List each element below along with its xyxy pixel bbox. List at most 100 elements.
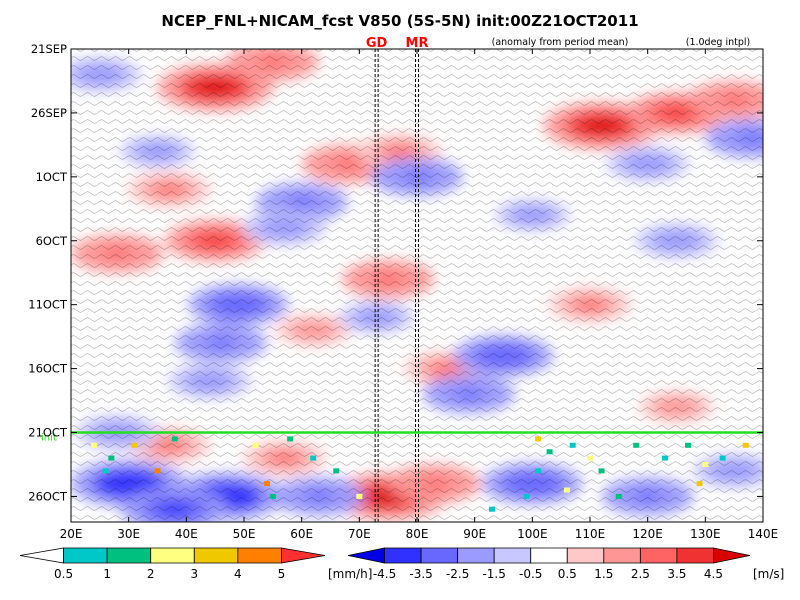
- rain-point: [356, 493, 363, 499]
- rain-point: [287, 436, 294, 442]
- wind-colorbar-label: -1.5: [482, 567, 505, 581]
- rain-point: [154, 468, 161, 474]
- y-tick-label: 21OCT: [28, 426, 68, 440]
- x-tick-label: 130E: [690, 527, 721, 541]
- wind-colorbar-label: 0.5: [558, 567, 577, 581]
- rain-point: [523, 493, 530, 499]
- x-tick-label: 110E: [575, 527, 606, 541]
- plot-area: [71, 49, 763, 522]
- y-tick-label: 26SEP: [31, 106, 67, 120]
- rain-point: [171, 436, 178, 442]
- rain-point: [569, 442, 576, 448]
- rain-point: [535, 436, 542, 442]
- contour-texture: [71, 49, 763, 522]
- rain-colorbar-label: 1: [103, 567, 111, 581]
- wind-colorbar-segment: [639, 547, 678, 564]
- wind-colorbar-segment: [530, 547, 568, 564]
- rain-colorbar-segment: [19, 547, 64, 564]
- y-tick-label: 21SEP: [31, 42, 67, 56]
- reference-lines: GD MR: [366, 36, 429, 522]
- chart-title: NCEP_FNL+NICAM_fcst V850 (5S-5N) init:00…: [161, 12, 638, 30]
- y-tick-label: 1OCT: [36, 170, 68, 184]
- wind-colorbar-label: -4.5: [373, 567, 396, 581]
- x-tick-label: 30E: [117, 527, 140, 541]
- rain-colorbar-segment: [237, 547, 282, 564]
- wind-colorbar-segment: [603, 547, 641, 564]
- rain-point: [488, 506, 495, 512]
- reference-line-label: GD: [366, 36, 388, 51]
- wind-colorbar-segment: [457, 547, 495, 564]
- rain-point: [91, 442, 98, 448]
- x-tick-label: 40E: [175, 527, 198, 541]
- wind-colorbar-segment: [713, 547, 751, 564]
- rain-point: [546, 449, 553, 455]
- rain-colorbar-label: 2: [147, 567, 155, 581]
- x-tick-label: 80E: [406, 527, 429, 541]
- rain-point: [535, 468, 542, 474]
- rain-colorbar-label: 0.5: [54, 567, 73, 581]
- x-tick-label: 120E: [632, 527, 663, 541]
- rain-point: [742, 442, 749, 448]
- rain-point: [587, 455, 593, 461]
- chart-subtitle-left: (anomaly from period mean): [492, 37, 629, 48]
- wind-colorbar-label: 4.5: [704, 567, 723, 581]
- rain-point: [661, 455, 668, 461]
- rain-point: [696, 481, 703, 487]
- init-label: init: [41, 433, 57, 444]
- rain-point: [310, 455, 317, 461]
- rain-point: [633, 442, 640, 448]
- rain-point: [702, 461, 709, 467]
- y-tick-label: 6OCT: [36, 234, 68, 248]
- rain-point: [615, 493, 622, 499]
- x-tick-label: 100E: [517, 527, 548, 541]
- rain-point: [131, 442, 138, 448]
- rain-point: [563, 487, 570, 493]
- rain-point: [333, 468, 340, 474]
- rain-colorbar-segment: [193, 547, 239, 564]
- wind-colorbar-segment: [420, 547, 459, 564]
- wind-colorbar: -4.5 -3.5 -2.5 -1.5 -0.5 0.5 1.5 2.5 3.5 4.5 [m/s]: [347, 547, 784, 581]
- chart-subtitle-right: (1.0deg intpl): [686, 37, 751, 48]
- x-axis: 20E 30E 40E 50E 60E 70E 80E 90E 100E 110E 120E 130E…: [60, 49, 779, 541]
- rain-colorbar: 0.5 1 2 3 4 5 [mm/h]: [19, 547, 372, 581]
- rain-point: [102, 468, 109, 474]
- wind-colorbar-label: -3.5: [409, 567, 432, 581]
- x-tick-label: 20E: [60, 527, 83, 541]
- wind-colorbar-segment: [384, 547, 422, 564]
- rain-colorbar-segment: [106, 547, 152, 564]
- rain-point: [685, 442, 692, 448]
- rain-point: [269, 493, 276, 499]
- wind-colorbar-unit: [m/s]: [753, 567, 784, 581]
- rain-colorbar-segment: [150, 547, 195, 564]
- y-tick-label: 26OCT: [28, 489, 68, 503]
- reference-line-label: MR: [406, 36, 429, 51]
- wind-colorbar-segment: [347, 547, 385, 564]
- y-axis: 21SEP 26SEP 1OCT 6OCT 11OCT 16OCT 21OCT 26OCT: [28, 42, 763, 503]
- wind-colorbar-label: 3.5: [667, 567, 686, 581]
- wind-colorbar-segment: [566, 547, 605, 564]
- y-tick-label: 11OCT: [28, 298, 68, 312]
- x-tick-label: 90E: [463, 527, 486, 541]
- x-tick-label: 70E: [348, 527, 371, 541]
- rain-colorbar-segment: [281, 547, 326, 564]
- y-tick-label: 16OCT: [28, 362, 68, 376]
- x-tick-label: 50E: [233, 527, 256, 541]
- rain-point: [252, 442, 259, 448]
- rain-point: [598, 468, 605, 474]
- rain-point: [108, 455, 115, 461]
- x-tick-label: 140E: [748, 527, 779, 541]
- rain-colorbar-label: 4: [234, 567, 242, 581]
- wind-colorbar-label: 1.5: [594, 567, 613, 581]
- wind-colorbar-segment: [676, 547, 714, 564]
- rain-colorbar-label: 5: [278, 567, 286, 581]
- rain-point: [264, 481, 271, 487]
- rain-colorbar-unit: [mm/h]: [328, 567, 372, 581]
- rain-colorbar-segment: [63, 547, 108, 564]
- wind-colorbar-label: -0.5: [519, 567, 542, 581]
- x-tick-label: 60E: [290, 527, 313, 541]
- wind-colorbar-segment: [493, 547, 532, 564]
- rain-colorbar-label: 3: [190, 567, 198, 581]
- wind-colorbar-label: -2.5: [446, 567, 469, 581]
- wind-colorbar-label: 2.5: [631, 567, 650, 581]
